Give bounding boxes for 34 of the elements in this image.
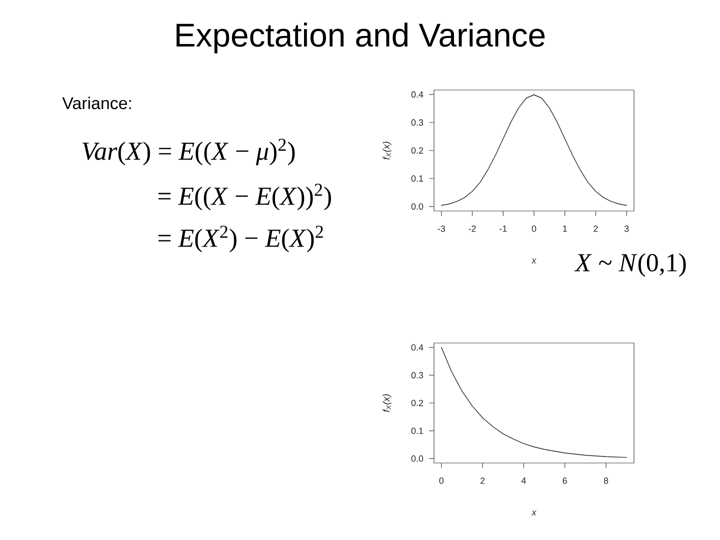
- y-tick-label: 0.1: [411, 428, 424, 434]
- y-tick-label: 0.3: [411, 372, 424, 378]
- y-tick-label: 0.0: [411, 455, 424, 462]
- x-tick-label: 2: [480, 478, 485, 484]
- y-tick-label: 0.2: [411, 400, 424, 406]
- x-tick-label: -2: [468, 226, 476, 232]
- y-tick-label: 0.3: [411, 119, 424, 126]
- x-tick-label: 3: [624, 226, 629, 232]
- x-tick-label: 6: [562, 478, 567, 484]
- text: Var(X) = E((X − μ)$^{2}$): [82, 138, 295, 166]
- text: = E((X − E(X))$^{2}$): [158, 184, 331, 210]
- x-axis-title: x: [531, 258, 537, 264]
- line-series: [441, 347, 627, 458]
- y-tick-label: 0.0: [411, 203, 424, 210]
- text: = E(X$^{2}$) − E(X)$^{2}$: [158, 226, 323, 252]
- x-tick-label: 0: [532, 226, 536, 232]
- y-axis-title: f$_{X}$(x): [382, 142, 392, 160]
- x-tick-label: 4: [521, 478, 526, 484]
- y-tick-label: 0.4: [411, 344, 424, 351]
- text: X ~ N(0,1): [574, 253, 686, 277]
- y-tick-label: 0.1: [411, 175, 424, 182]
- chart-title: Expectation and Variance: [176, 22, 545, 54]
- x-tick-label: 8: [604, 478, 608, 484]
- y-axis-title: f$_{X}$(x): [382, 394, 392, 412]
- x-tick-label: -1: [500, 226, 507, 232]
- y-tick-label: 0.2: [411, 147, 424, 154]
- x-tick-label: -3: [438, 226, 446, 232]
- x-tick-label: 1: [563, 226, 567, 232]
- x-axis-title: x: [531, 510, 537, 516]
- line-series: [441, 94, 627, 206]
- text: Variance:: [62, 96, 131, 110]
- x-tick-label: 0: [439, 478, 444, 484]
- y-tick-label: 0.4: [411, 91, 424, 98]
- x-tick-label: 2: [594, 226, 598, 232]
